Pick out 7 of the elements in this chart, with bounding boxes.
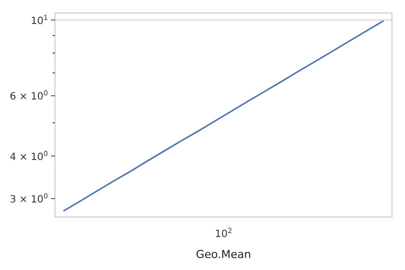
line-series [62, 20, 384, 212]
y-tick-label: 10$^{1}$ [30, 14, 48, 27]
text: 10$^{2}$ [214, 227, 232, 240]
y-tick-label: 3 × 10$^{0}$ [10, 192, 48, 206]
y-tick-label: 4 × 10$^{0}$ [10, 150, 48, 163]
y-tick-label: 6 × 10$^{0}$ [10, 90, 48, 103]
x-axis-title: Geo.Mean [196, 248, 252, 261]
